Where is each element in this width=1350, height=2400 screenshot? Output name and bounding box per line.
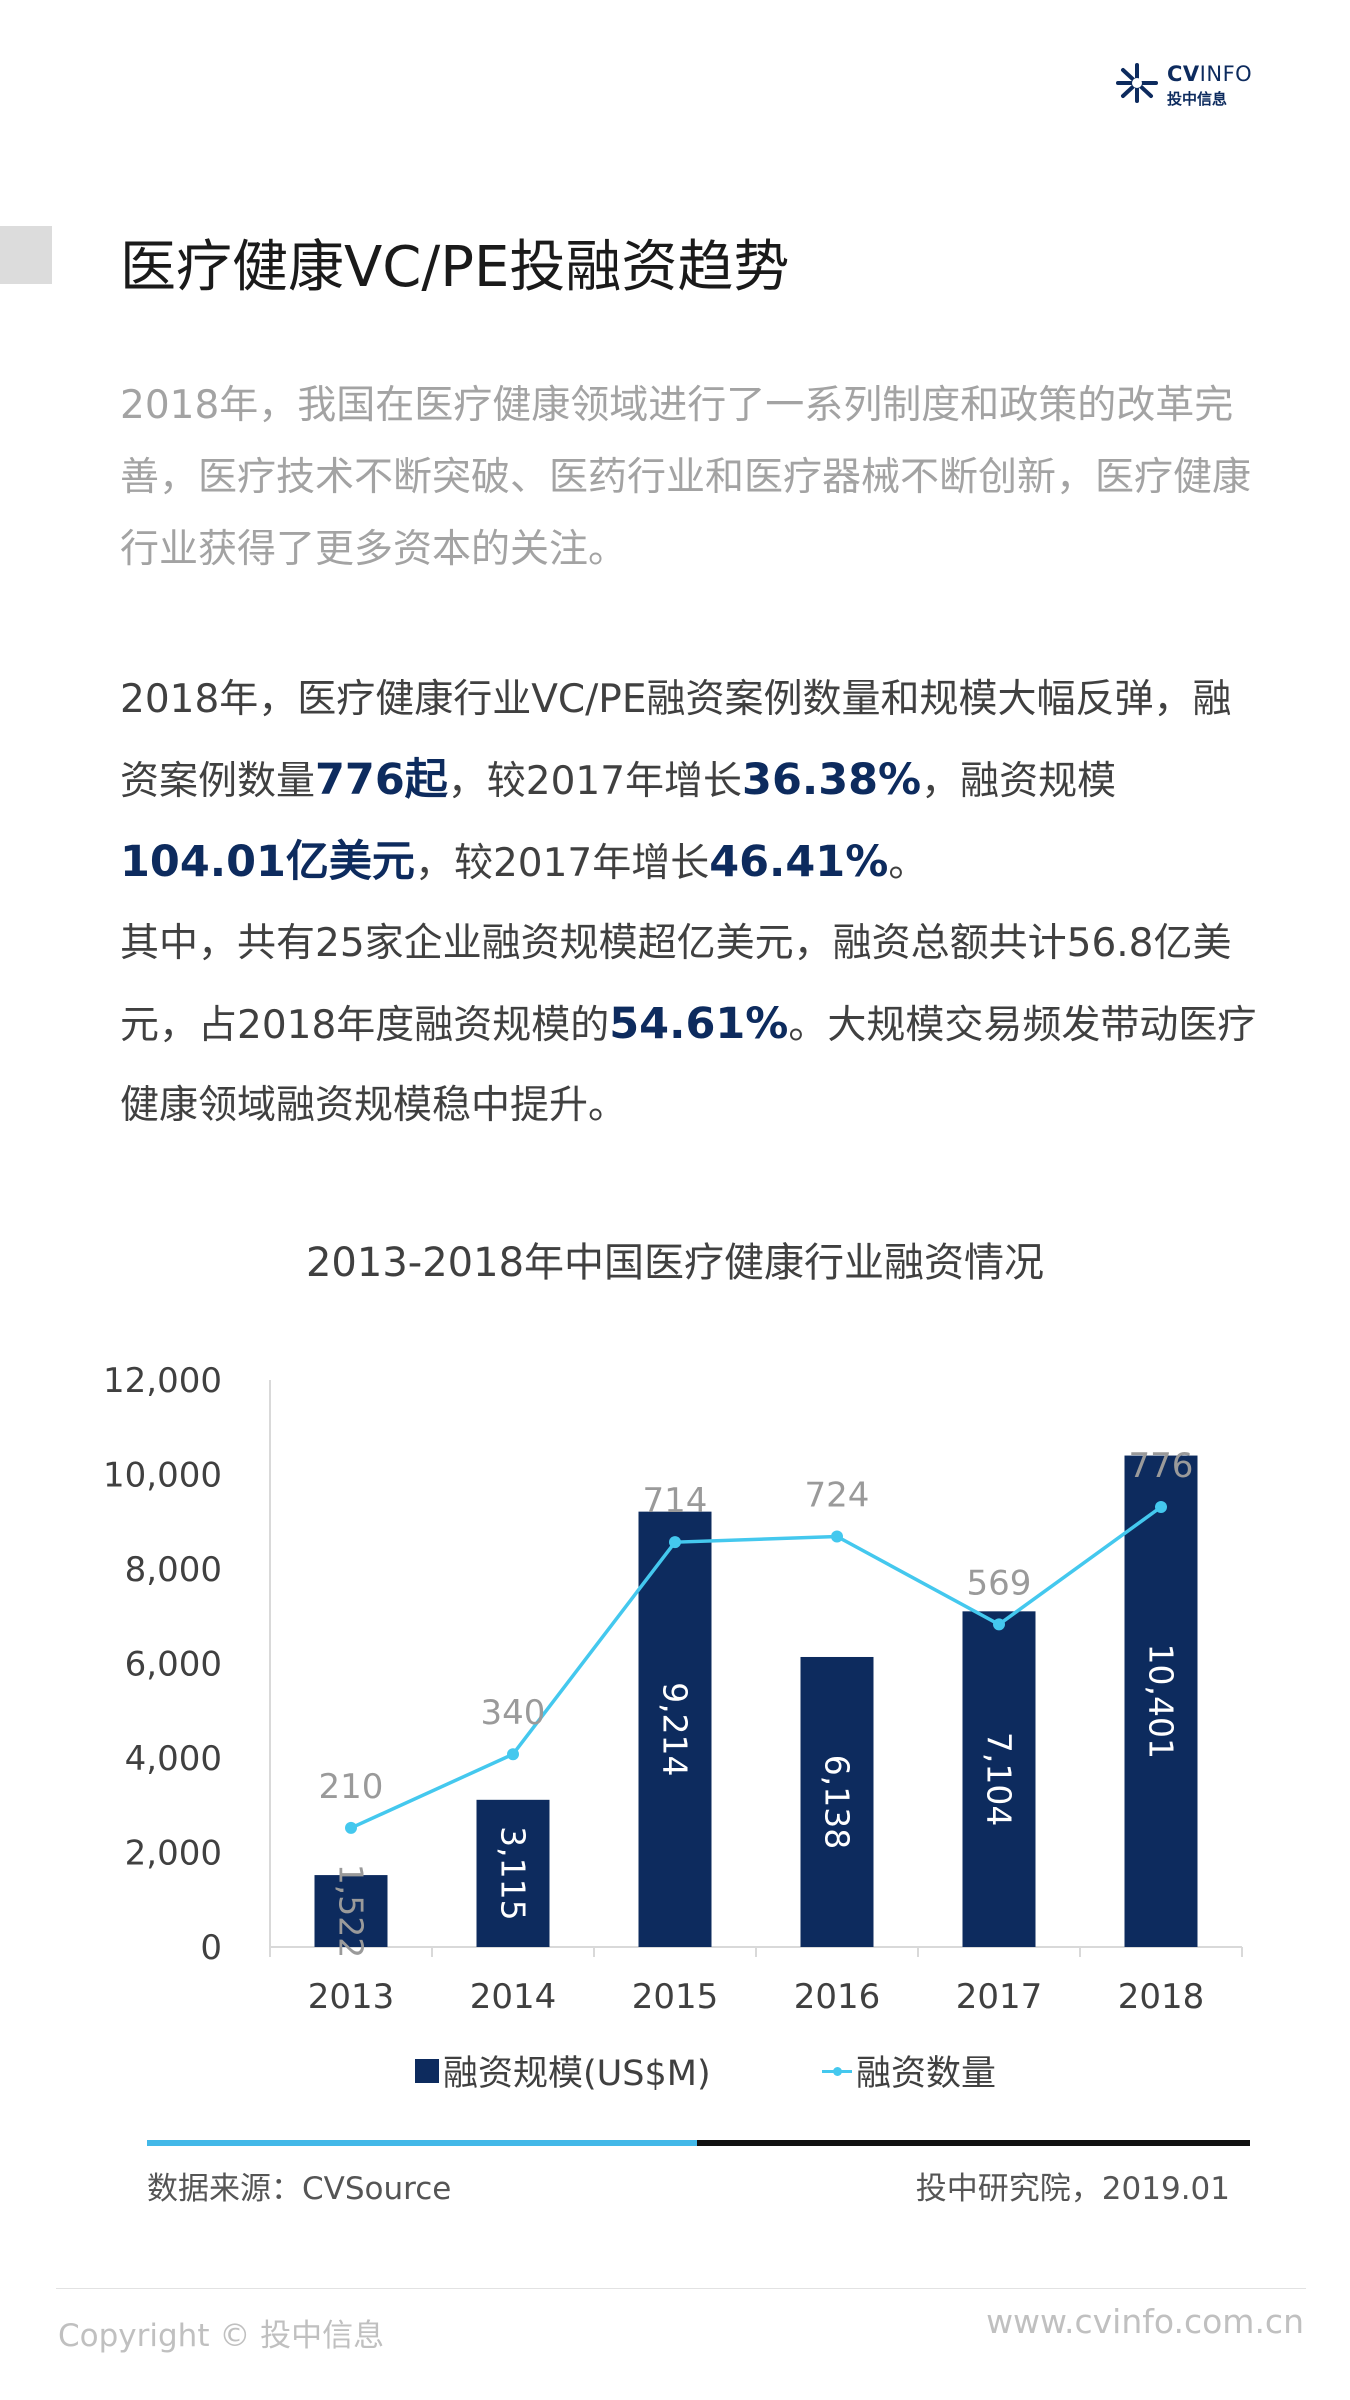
x-tick-label: 2017 xyxy=(956,1977,1043,2017)
legend-line-swatch xyxy=(822,2059,852,2083)
legend-line-label: 融资数量 xyxy=(856,2054,997,2094)
y-tick-label: 0 xyxy=(200,1928,222,1968)
count-value-label: 714 xyxy=(643,1481,708,1521)
intro-paragraph: 2018年，我国在医疗健康领域进行了一系列制度和政策的改革完善，医疗技术不断突破… xyxy=(120,383,1252,572)
bar xyxy=(476,1799,550,1947)
footer-rule-blue xyxy=(147,2140,697,2146)
count-point xyxy=(1155,1501,1167,1514)
footer-rule-black xyxy=(697,2140,1250,2146)
count-value-label: 210 xyxy=(319,1767,384,1807)
legend-bar-label: 融资规模(US$M) xyxy=(443,2054,711,2094)
x-tick-label: 2013 xyxy=(308,1977,395,2017)
count-value-label: 340 xyxy=(481,1693,546,1733)
legend-bar-swatch xyxy=(415,2058,439,2083)
bar-value-label: 1,522 xyxy=(332,1864,371,1958)
bar xyxy=(314,1875,388,1947)
logo-chinese-name: 投中信息 xyxy=(1167,90,1228,108)
title-accent-bar xyxy=(0,226,52,284)
financing-combo-chart: 0 2,000 4,000 6,000 8,000 10,000 12,000 2013 201… xyxy=(103,1361,1243,2017)
bar-value-label: 7,104 xyxy=(980,1732,1019,1826)
y-tick-label: 6,000 xyxy=(125,1645,222,1685)
count-point xyxy=(345,1821,357,1834)
bar-value-label: 3,115 xyxy=(494,1826,533,1920)
count-point xyxy=(993,1618,1005,1631)
summary-paragraph: 2018年，医疗健康行业VC/PE融资案例数量和规模大幅反弹，融资案例数量776… xyxy=(120,660,1270,1146)
data-source: 数据来源：CVSource xyxy=(147,2171,452,2207)
count-value-label: 776 xyxy=(1129,1446,1194,1486)
y-tick-label: 12,000 xyxy=(103,1361,222,1401)
chart-title: 2013-2018年中国医疗健康行业融资情况 xyxy=(305,1240,1045,1286)
footer-divider xyxy=(56,2288,1306,2289)
x-tick-label: 2015 xyxy=(632,1977,719,2017)
highlight-deal-count: 776起 xyxy=(315,755,448,805)
logo-wordmark: CVINFO xyxy=(1167,62,1253,86)
highlight-share: 54.61% xyxy=(609,999,789,1049)
page-title: 医疗健康VC/PE投融资趋势 xyxy=(120,235,790,300)
count-value-label: 569 xyxy=(967,1563,1032,1603)
summary-first-block: 2018年，医疗健康行业VC/PE融资案例数量和规模大幅反弹，融资案例数量776… xyxy=(120,677,1232,887)
website-link[interactable]: www.cvinfo.com.cn xyxy=(986,2302,1304,2341)
count-point xyxy=(507,1748,519,1761)
highlight-amount: 104.01亿美元 xyxy=(120,837,415,887)
y-tick-label: 8,000 xyxy=(125,1550,222,1590)
legend-item-bar: 融资规模(US$M) xyxy=(415,2045,711,2096)
highlight-count-growth: 36.38% xyxy=(742,755,922,805)
cvinfo-logo: CVINFO 投中信息 xyxy=(1115,58,1265,110)
bar xyxy=(800,1656,874,1947)
bar-value-label: 6,138 xyxy=(818,1755,857,1849)
bar xyxy=(1124,1455,1198,1947)
y-tick-label: 10,000 xyxy=(103,1456,222,1496)
count-point xyxy=(669,1536,681,1549)
logo-burst-icon xyxy=(1116,63,1158,103)
copyright-text: Copyright © 投中信息 xyxy=(58,2318,385,2354)
count-line xyxy=(350,1505,1163,1830)
y-tick-label: 4,000 xyxy=(125,1739,222,1779)
legend-item-line: 融资数量 xyxy=(822,2045,996,2096)
y-tick-label: 2,000 xyxy=(125,1834,222,1874)
bar-value-label: 9,214 xyxy=(656,1682,695,1776)
count-point xyxy=(831,1530,843,1543)
chart-legend: 融资规模(US$M) 融资数量 xyxy=(0,2045,1350,2095)
bar-value-label: 10,401 xyxy=(1142,1644,1181,1759)
highlight-amount-growth: 46.41% xyxy=(709,837,889,887)
x-tick-label: 2016 xyxy=(794,1977,881,2017)
x-tick-label: 2018 xyxy=(1118,1977,1205,2017)
count-value-label: 724 xyxy=(805,1475,870,1515)
summary-second-block: 其中，共有25家企业融资规模超亿美元，融资总额共计56.8亿美元，占2018年度… xyxy=(120,921,1257,1128)
bar xyxy=(638,1511,712,1947)
bar xyxy=(962,1611,1036,1947)
x-tick-label: 2014 xyxy=(470,1977,557,2017)
report-org-date: 投中研究院，2019.01 xyxy=(915,2171,1230,2207)
